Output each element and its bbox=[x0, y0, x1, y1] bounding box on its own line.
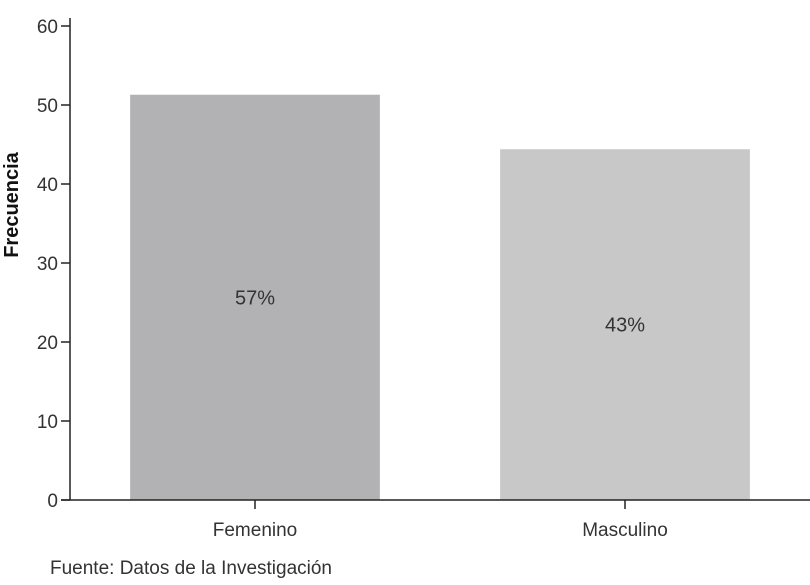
y-tick-label-10: 10 bbox=[37, 412, 58, 433]
bar-femenino bbox=[130, 94, 380, 500]
data-label-femenino: 57% bbox=[235, 287, 275, 309]
x-tick-label-femenino: Femenino bbox=[213, 520, 298, 541]
y-tick-label-0: 0 bbox=[47, 491, 58, 512]
y-axis-label: Frecuencia bbox=[1, 151, 23, 257]
y-tick-label-60: 60 bbox=[37, 17, 58, 38]
y-tick-label-20: 20 bbox=[37, 333, 58, 354]
bars-layer bbox=[130, 94, 750, 501]
y-tick-label-50: 50 bbox=[37, 96, 58, 117]
y-tick-label-40: 40 bbox=[37, 175, 58, 196]
y-tick-label-30: 30 bbox=[37, 254, 58, 275]
source-note: Fuente: Datos de la Investigación bbox=[50, 558, 333, 579]
bar-masculino bbox=[500, 149, 750, 501]
data-label-masculino: 43% bbox=[605, 315, 645, 337]
bar-labels-layer: 57% 43% bbox=[235, 287, 645, 336]
axes-layer: Femenino Masculino 0 10 20 30 40 50 60 bbox=[37, 17, 810, 541]
x-tick-label-masculino: Masculino bbox=[582, 520, 668, 541]
